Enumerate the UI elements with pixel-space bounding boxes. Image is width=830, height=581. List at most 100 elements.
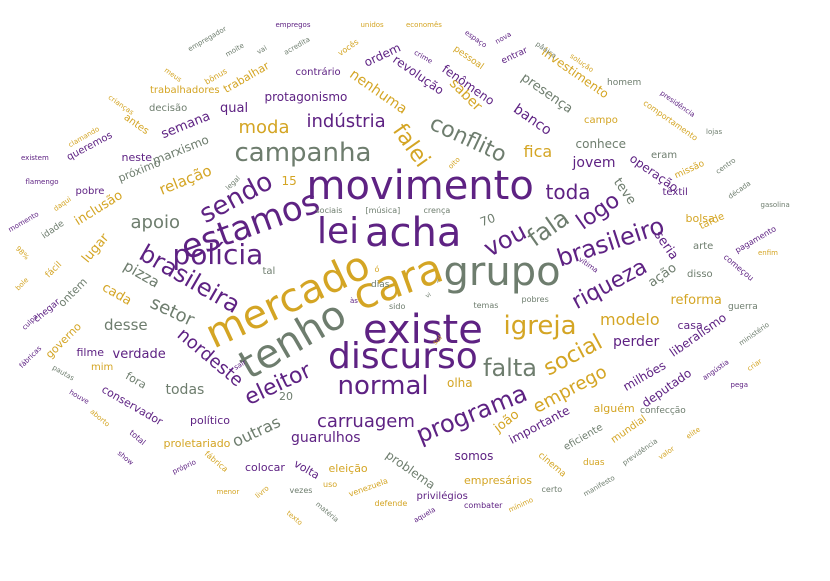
- cloud-word: trabalhadores: [150, 85, 220, 96]
- cloud-word: seria: [650, 227, 682, 263]
- cloud-word: modelo: [600, 310, 660, 329]
- cloud-word: antes: [121, 112, 151, 138]
- cloud-word: 20: [279, 389, 293, 403]
- cloud-word: crime: [412, 48, 434, 65]
- cloud-word: casa: [677, 318, 703, 332]
- cloud-word: previdência: [620, 436, 659, 467]
- cloud-word: temas: [473, 301, 499, 310]
- cloud-word: bolsa: [685, 211, 715, 225]
- cloud-word: fora: [123, 368, 149, 392]
- cloud-word: crença: [423, 206, 451, 215]
- cloud-word: guarulhos: [291, 430, 361, 446]
- cloud-word: lojas: [706, 127, 723, 136]
- cloud-word: banco: [509, 101, 554, 139]
- cloud-word: empregador: [186, 24, 228, 53]
- cloud-word: somos: [454, 449, 494, 463]
- cloud-word: olha: [447, 376, 473, 390]
- cloud-word: campanha: [234, 138, 372, 168]
- cloud-word: matéria: [313, 499, 340, 524]
- cloud-word: eram: [651, 150, 678, 161]
- cloud-word: criar: [745, 356, 764, 373]
- cloud-word: fábricas: [17, 343, 44, 370]
- cloud-word: colocar: [245, 460, 285, 474]
- cloud-word: polícia: [172, 238, 264, 271]
- cloud-word: alguém: [593, 401, 635, 415]
- cloud-word: show: [115, 448, 135, 467]
- cloud-word: houve: [67, 387, 91, 406]
- cloud-word: normal: [337, 371, 429, 401]
- cloud-word: elite: [684, 424, 702, 441]
- cloud-word: qual: [220, 100, 249, 116]
- cloud-word: setor: [146, 292, 198, 331]
- cloud-word: tal: [262, 266, 276, 277]
- cloud-word: eleição: [328, 461, 368, 475]
- cloud-word: relação: [155, 160, 214, 199]
- cloud-word: disso: [687, 269, 713, 280]
- cloud-word: duas: [583, 457, 605, 468]
- cloud-word: decisão: [149, 103, 188, 114]
- cloud-word: crianças: [106, 92, 135, 117]
- cloud-word: próprio: [170, 457, 197, 476]
- cloud-word: texto: [284, 508, 304, 527]
- cloud-word: r: [437, 278, 440, 285]
- cloud-word: verdade: [112, 346, 166, 362]
- cloud-word: momento: [7, 209, 41, 234]
- cloud-word: entrar: [499, 45, 530, 66]
- cloud-word: década: [726, 178, 753, 201]
- cloud-word: fica: [523, 142, 553, 161]
- cloud-word: toda: [545, 180, 591, 204]
- cloud-word: existem: [21, 153, 49, 162]
- cloud-word: venezuela: [347, 476, 389, 499]
- cloud-word: igreja: [503, 311, 577, 341]
- cloud-word: nova: [493, 29, 513, 46]
- cloud-word: pega: [730, 380, 748, 389]
- cloud-word: defende: [374, 499, 408, 508]
- cloud-word: mundial: [609, 413, 649, 446]
- cloud-word: sociais: [315, 206, 343, 215]
- cloud-word: protagonismo: [264, 90, 348, 104]
- cloud-word: [música]: [365, 206, 401, 215]
- cloud-word: mínimo: [507, 495, 535, 514]
- cloud-word: começou: [721, 252, 756, 283]
- cloud-word: moite: [224, 41, 246, 59]
- cloud-word: nenhuma: [346, 66, 410, 118]
- cloud-word: revolução: [389, 52, 446, 98]
- cloud-word: comportamento: [641, 98, 700, 143]
- cloud-word: trabalhar: [220, 58, 271, 96]
- cloud-word: cinema: [535, 450, 568, 480]
- cloud-word: campo: [584, 115, 618, 126]
- cloud-word: lugar: [78, 230, 112, 266]
- cloud-word: reforma: [670, 292, 722, 308]
- cloud-word: pautas: [50, 363, 76, 382]
- cloud-word: perder: [613, 334, 660, 350]
- cloud-word: privilégios: [416, 491, 468, 502]
- cloud-word: livro: [253, 483, 271, 500]
- cloud-word: arte: [693, 241, 714, 252]
- cloud-word: ministério: [737, 320, 771, 347]
- cloud-word: combater: [464, 501, 503, 510]
- cloud-word: empresários: [464, 473, 533, 487]
- cloud-word: acredita: [282, 34, 311, 57]
- cloud-word: confecção: [640, 405, 686, 416]
- cloud-word: gasolina: [760, 200, 790, 209]
- cloud-word: enfim: [758, 248, 778, 257]
- cloud-word: meus: [162, 65, 183, 84]
- cloud-word: neste: [121, 150, 153, 164]
- cloud-word: unidos: [360, 20, 384, 29]
- cloud-word: vai: [255, 43, 269, 56]
- cloud-word: daqui: [52, 194, 73, 213]
- cloud-word: acha: [365, 210, 462, 256]
- cloud-word: lei: [317, 211, 360, 252]
- cloud-word: indústria: [306, 111, 386, 132]
- cloud-word: volta: [291, 456, 322, 482]
- cloud-word: 98%: [13, 244, 31, 261]
- cloud-word: grupo: [443, 249, 561, 295]
- cloud-word: uso: [323, 480, 338, 489]
- cloud-word: ó: [374, 265, 380, 274]
- cloud-word: vocês: [335, 37, 360, 58]
- cloud-word: existe: [363, 307, 483, 353]
- cloud-word: jovem: [572, 155, 616, 171]
- cloud-word: apoio: [130, 212, 180, 233]
- cloud-word: economês: [406, 20, 442, 29]
